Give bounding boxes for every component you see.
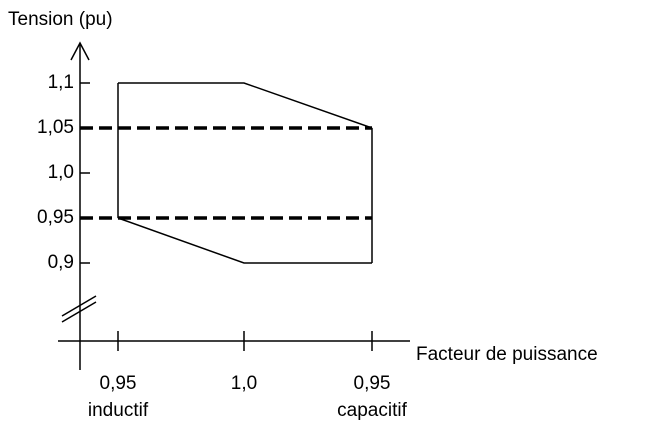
envelope-line <box>117 217 372 264</box>
y-tick-label: 1,0 <box>48 162 74 183</box>
y-tick-label: 1,1 <box>48 72 74 93</box>
envelope-line <box>118 82 373 129</box>
y-axis-arrow <box>70 41 90 61</box>
x-tick-label: 0,95 <box>354 373 391 394</box>
axis-break <box>61 301 97 323</box>
x-tick-label: 1,0 <box>231 373 257 394</box>
x-tick-note: capacitif <box>337 400 407 421</box>
x-tick-label: 0,95 <box>100 373 137 394</box>
x-axis-label: Facteur de puissance <box>416 344 598 365</box>
x-tick-note: inductif <box>88 400 149 421</box>
y-tick-label: 1,05 <box>37 117 74 138</box>
y-tick-label: 0,9 <box>48 252 74 273</box>
y-axis-label: Tension (pu) <box>8 9 113 30</box>
axis-break <box>61 295 97 317</box>
y-tick-label: 0,95 <box>37 207 74 228</box>
